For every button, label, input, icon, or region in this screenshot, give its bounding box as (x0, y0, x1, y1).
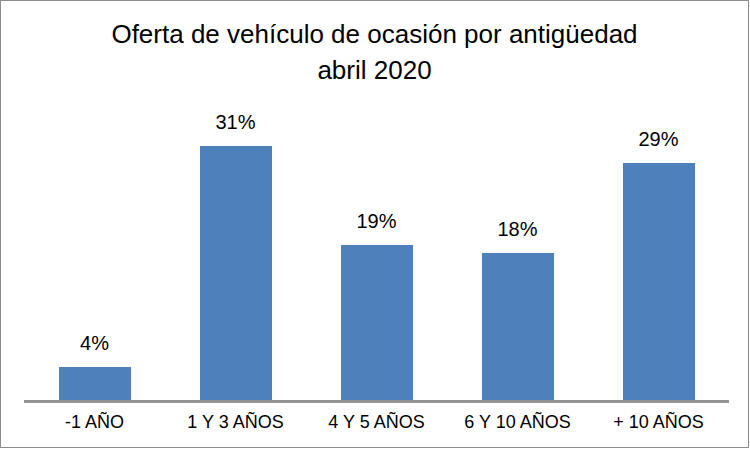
bar-2 (200, 146, 272, 400)
bar-slot: 18% (447, 1, 588, 400)
bar-slot: 4% (24, 1, 165, 400)
bar-1 (59, 367, 131, 400)
data-label: 31% (165, 111, 306, 134)
x-axis-line (24, 400, 729, 403)
category-label: 1 Y 3 AÑOS (165, 410, 306, 434)
data-label: 4% (24, 332, 165, 355)
bar-4 (482, 253, 554, 400)
data-label: 19% (306, 210, 447, 233)
chart-frame: Oferta de vehículo de ocasión por antigü… (0, 0, 749, 448)
plot-area: 4% 31% 19%18% 29% (24, 1, 729, 400)
data-label: 29% (588, 128, 729, 151)
category-axis: -1 AÑO1 Y 3 AÑOS4 Y 5 AÑOS6 Y 10 AÑOS+ 1… (24, 410, 729, 434)
category-label: + 10 AÑOS (588, 410, 729, 434)
bar-3 (341, 245, 413, 400)
category-label: 6 Y 10 AÑOS (447, 410, 588, 434)
bar-slot: 19% (306, 1, 447, 400)
data-label: 18% (447, 218, 588, 241)
bar-slot: 31% (165, 1, 306, 400)
bar-slot: 29% (588, 1, 729, 400)
category-label: -1 AÑO (24, 410, 165, 434)
category-label: 4 Y 5 AÑOS (306, 410, 447, 434)
bar-5 (623, 163, 695, 400)
